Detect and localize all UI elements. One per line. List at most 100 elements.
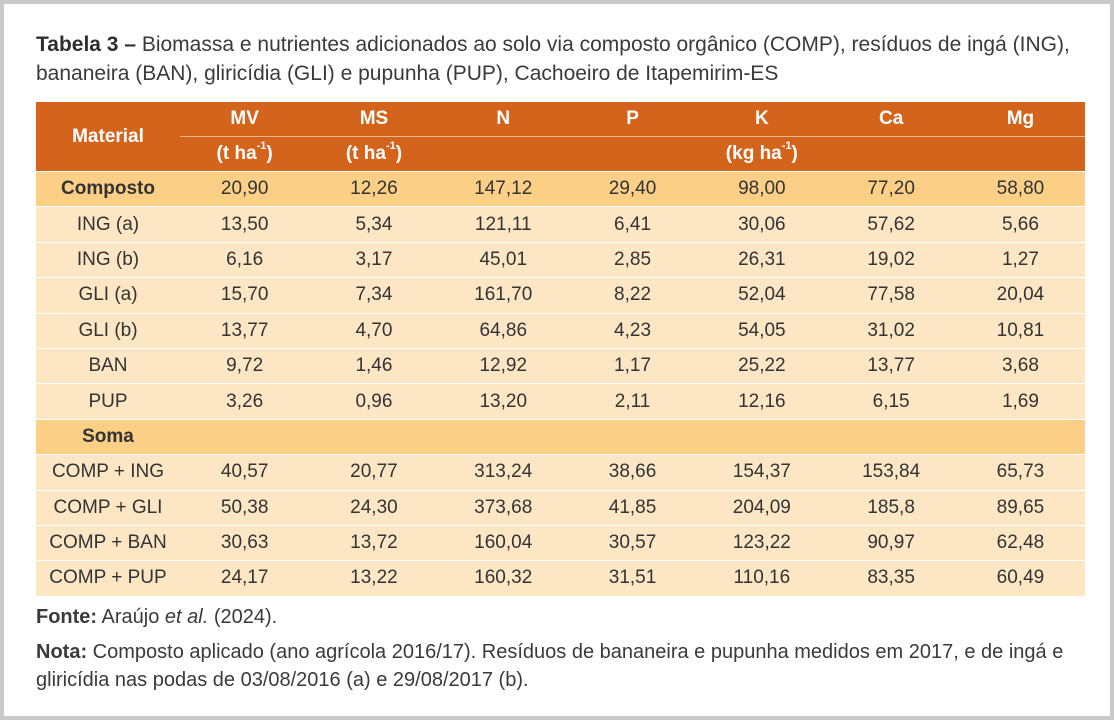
table-cell: 26,31	[697, 241, 827, 278]
table-cell: 25,22	[697, 347, 827, 384]
table-cell: 77,20	[826, 170, 956, 207]
table-cell: 10,81	[955, 312, 1086, 349]
table-cell: 15,70	[180, 277, 310, 314]
table-cell: 153,84	[826, 454, 956, 491]
table-cell: 110,16	[697, 560, 827, 596]
table-cell: 3,26	[180, 383, 310, 420]
column-header-material: Material	[36, 102, 180, 172]
table-cell: 57,62	[826, 206, 956, 243]
table-cell: 13,50	[180, 206, 310, 243]
table-cell: 0,96	[309, 383, 439, 420]
table-cell	[567, 418, 698, 455]
column-header-k: K	[697, 102, 827, 137]
table-cell: 12,26	[309, 170, 439, 207]
table-cell: 161,70	[438, 277, 568, 314]
table-cell: 13,77	[826, 347, 956, 384]
table-cell: 83,35	[826, 560, 956, 596]
table-cell: 54,05	[697, 312, 827, 349]
table-cell: 373,68	[438, 489, 568, 526]
table-cell: 3,17	[309, 241, 439, 278]
table-cell: 58,80	[955, 170, 1086, 207]
table-body: Composto 20,90 12,26 147,12 29,40 98,00 77,20 5…	[36, 170, 1086, 596]
table-row: BAN 9,72 1,46 12,92 1,17 25,22 13,77 3,68	[36, 347, 1086, 384]
table-row: COMP + BAN 30,63 13,72 160,04 30,57 123,22 90,…	[36, 524, 1086, 561]
table-cell: 6,16	[180, 241, 310, 278]
table-cell: 89,65	[955, 489, 1086, 526]
table-cell	[309, 418, 439, 455]
table-cell	[180, 418, 310, 455]
table-cell: 2,11	[567, 383, 698, 420]
table-cell: 45,01	[438, 241, 568, 278]
column-header-mg: Mg	[955, 102, 1086, 137]
table-cell: 38,66	[567, 454, 698, 491]
table-cell: 31,51	[567, 560, 698, 596]
table-cell: 7,34	[309, 277, 439, 314]
table-cell	[826, 418, 956, 455]
row-label: COMP + PUP	[36, 560, 180, 596]
table-cell: 20,77	[309, 454, 439, 491]
table-cell: 6,15	[826, 383, 956, 420]
table-cell: 62,48	[955, 524, 1086, 561]
table-cell: 1,46	[309, 347, 439, 384]
table-cell: 4,70	[309, 312, 439, 349]
row-label: Composto	[36, 170, 180, 207]
table-cell: 5,34	[309, 206, 439, 243]
table-row: COMP + PUP 24,17 13,22 160,32 31,51 110,16 83,…	[36, 560, 1086, 596]
data-table: Material MV MS N P K Ca Mg (t ha-1) (t h…	[36, 102, 1086, 596]
table-row: COMP + GLI 50,38 24,30 373,68 41,85 204,09 185…	[36, 489, 1086, 526]
table-cell: 41,85	[567, 489, 698, 526]
table-row: GLI (b) 13,77 4,70 64,86 4,23 54,05 31,02 10,81	[36, 312, 1086, 349]
unit-mv: (t ha-1)	[180, 136, 310, 172]
table-cell: 13,72	[309, 524, 439, 561]
row-label: ING (b)	[36, 241, 180, 278]
table-cell: 60,49	[955, 560, 1086, 596]
table-cell: 6,41	[567, 206, 698, 243]
note-text: Composto aplicado (ano agrícola 2016/17)…	[36, 641, 1064, 691]
table-cell: 50,38	[180, 489, 310, 526]
table-cell: 65,73	[955, 454, 1086, 491]
row-label: GLI (a)	[36, 277, 180, 314]
table-cell: 31,02	[826, 312, 956, 349]
table-cell: 9,72	[180, 347, 310, 384]
row-label: ING (a)	[36, 206, 180, 243]
caption-text: Biomassa e nutrientes adicionados ao sol…	[36, 33, 1070, 85]
table-cell: 30,57	[567, 524, 698, 561]
table-row: ING (a) 13,50 5,34 121,11 6,41 30,06 57,62 5,66	[36, 206, 1086, 243]
table-row: PUP 3,26 0,96 13,20 2,11 12,16 6,15 1,69	[36, 383, 1086, 420]
table-cell: 64,86	[438, 312, 568, 349]
table-cell: 4,23	[567, 312, 698, 349]
footnote: Nota: Composto aplicado (ano agrícola 20…	[36, 638, 1091, 694]
table-row: ING (b) 6,16 3,17 45,01 2,85 26,31 19,02 1,27	[36, 241, 1086, 278]
table-cell: 24,17	[180, 560, 310, 596]
column-header-ca: Ca	[826, 102, 956, 137]
note-label: Nota:	[36, 641, 88, 663]
unit-nutrients: (kg ha-1)	[438, 136, 1086, 172]
table-row: Composto 20,90 12,26 147,12 29,40 98,00 77,20 5…	[36, 170, 1086, 207]
table-cell: 98,00	[697, 170, 827, 207]
table-cell: 123,22	[697, 524, 827, 561]
table-cell: 1,17	[567, 347, 698, 384]
table-cell: 185,8	[826, 489, 956, 526]
table-cell: 12,92	[438, 347, 568, 384]
column-header-mv: MV	[180, 102, 310, 137]
column-header-p: P	[567, 102, 698, 137]
table-cell: 121,11	[438, 206, 568, 243]
table-cell: 24,30	[309, 489, 439, 526]
table-cell	[955, 418, 1086, 455]
table-cell	[438, 418, 568, 455]
table-cell: 1,27	[955, 241, 1086, 278]
table-cell: 154,37	[697, 454, 827, 491]
column-header-n: N	[438, 102, 568, 137]
table-cell: 30,06	[697, 206, 827, 243]
table-cell: 160,32	[438, 560, 568, 596]
data-table-container: Material MV MS N P K Ca Mg (t ha-1) (t h…	[36, 102, 1086, 596]
table-cell: 29,40	[567, 170, 698, 207]
table-cell: 20,90	[180, 170, 310, 207]
table-cell: 13,22	[309, 560, 439, 596]
source-note: Fonte: Araújo et al. (2024).	[36, 606, 278, 628]
row-label: Soma	[36, 418, 180, 455]
table-cell	[697, 418, 827, 455]
table-cell: 313,24	[438, 454, 568, 491]
table-cell: 13,20	[438, 383, 568, 420]
